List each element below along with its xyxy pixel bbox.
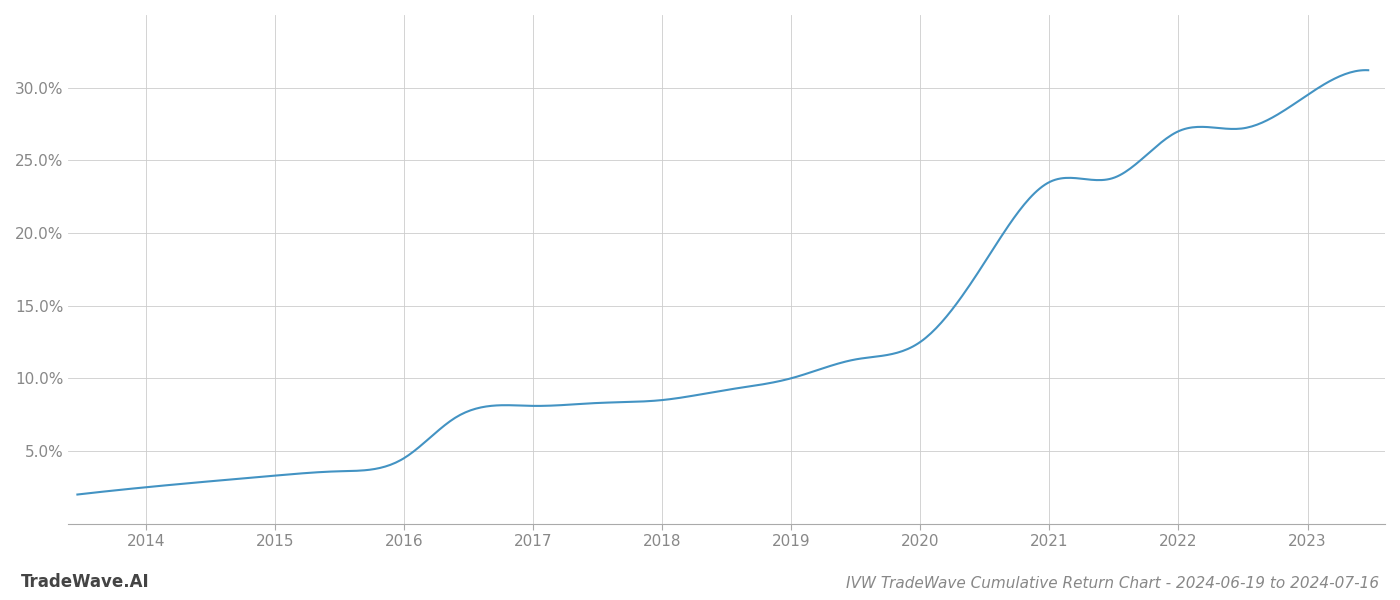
Text: IVW TradeWave Cumulative Return Chart - 2024-06-19 to 2024-07-16: IVW TradeWave Cumulative Return Chart - … (846, 576, 1379, 591)
Text: TradeWave.AI: TradeWave.AI (21, 573, 150, 591)
